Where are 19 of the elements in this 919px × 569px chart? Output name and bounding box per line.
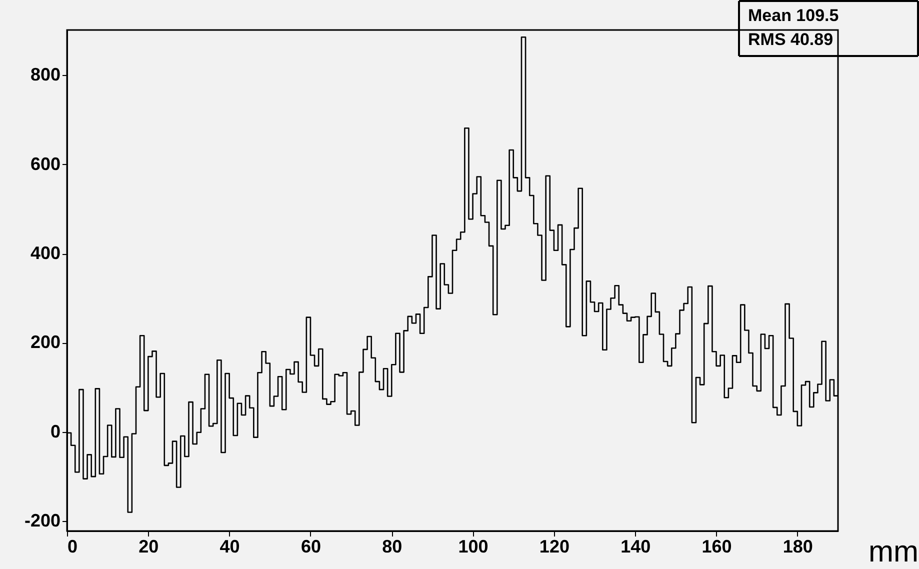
x-tick-label: 100: [458, 536, 488, 556]
x-axis-title: mm: [868, 536, 918, 568]
y-tick-label: 200: [30, 332, 60, 352]
y-tick-label: -200: [24, 510, 60, 531]
y-tick-label: 0: [50, 421, 60, 442]
y-tick-label: 400: [30, 243, 60, 264]
x-tick-label: 160: [702, 536, 732, 556]
annotation: RMS 40.89: [748, 30, 834, 49]
y-tick-label: 800: [30, 64, 60, 85]
x-tick-label: 140: [620, 536, 651, 556]
x-tick-label: 80: [382, 536, 402, 556]
x-tick-label: 120: [539, 536, 570, 556]
x-tick-label: 60: [300, 536, 321, 556]
text: Mean 109.5: [748, 6, 839, 25]
x-tick-label: 0: [68, 536, 78, 556]
x-tick-label: 20: [138, 536, 159, 556]
x-tick-label: 180: [782, 536, 813, 556]
x-tick-label: 40: [220, 536, 240, 556]
y-tick-label: 600: [30, 154, 60, 174]
